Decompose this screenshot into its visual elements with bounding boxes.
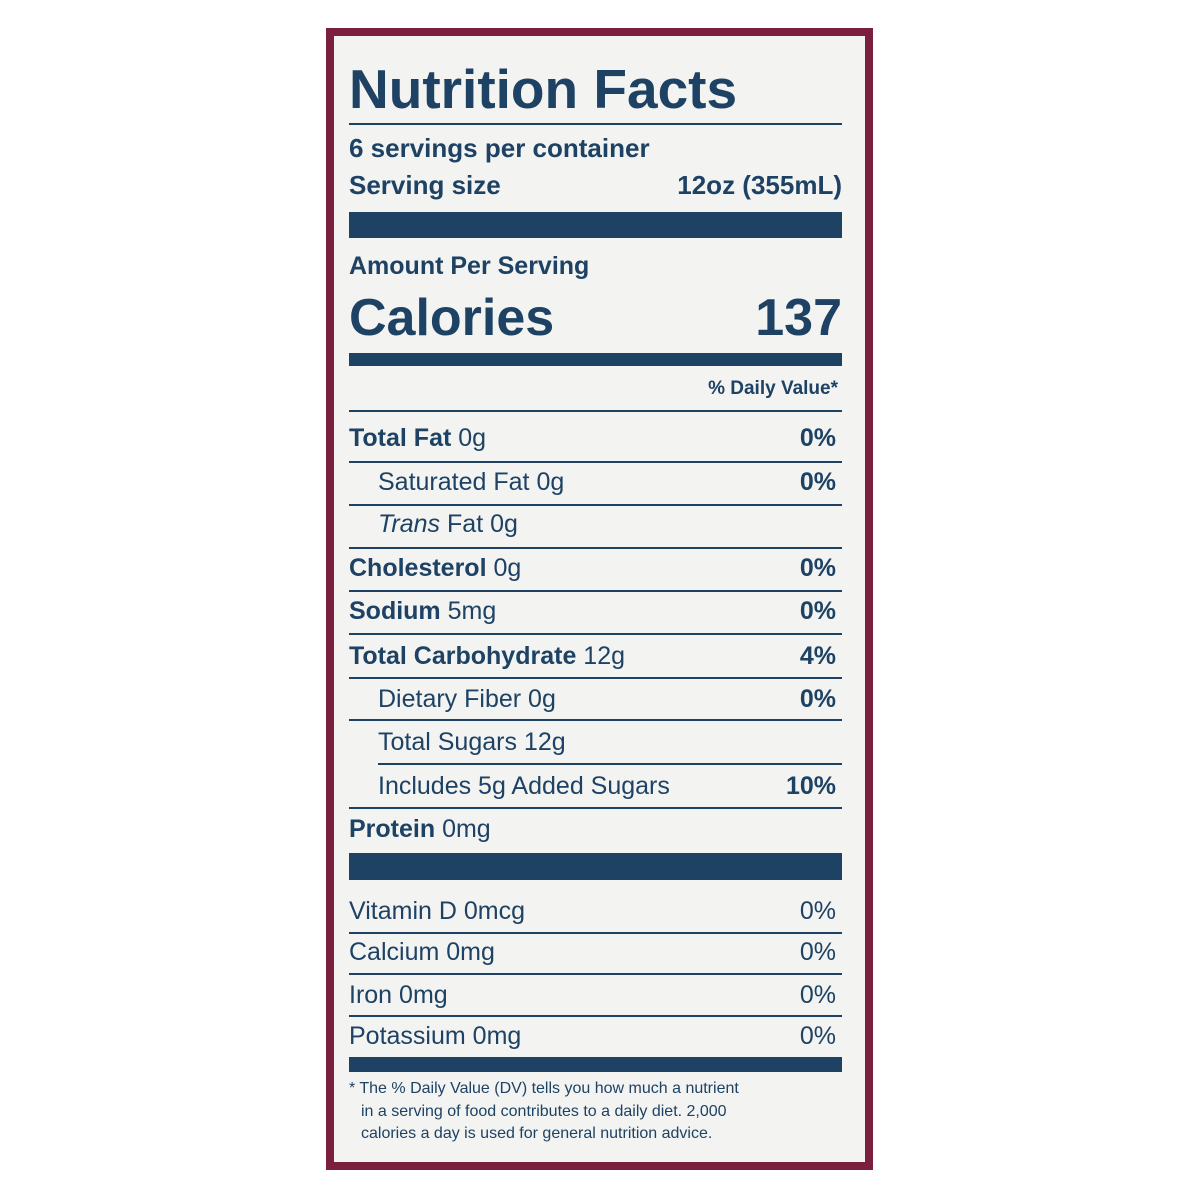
nutrient-row: Sodium 5mg 0% (349, 591, 836, 631)
rule (349, 1015, 842, 1017)
nutrient-name: Cholesterol (349, 554, 487, 582)
calories-value: 137 (755, 289, 842, 347)
nutrient-name: Total Sugars (378, 728, 517, 756)
vitamin-name: Iron (349, 981, 393, 1009)
nutrient-name: Saturated Fat (378, 468, 530, 496)
rule (349, 461, 842, 463)
vitamin-name: Potassium (349, 1022, 466, 1050)
nutrient-name: Dietary Fiber (378, 685, 522, 713)
vitamin-amount: 0mcg (463, 897, 526, 925)
nutrient-amount: 5mg (447, 597, 497, 625)
rule (349, 410, 842, 412)
servings: 6 servings per container (349, 133, 650, 163)
nutrient-row: Cholesterol 0g 0% (349, 548, 836, 588)
footnote: * The % Daily Value (DV) tells you how m… (349, 1078, 739, 1146)
nutrient-name: Total Fat (349, 424, 452, 452)
footnote-line: calories a day is used for general nutri… (361, 1125, 713, 1142)
nutrient-amount: 0mg (442, 815, 491, 843)
vitamin-name: Calcium (349, 938, 440, 966)
nutrient-row: Dietary Fiber 0g 0% (378, 679, 836, 719)
nutrient-amount: 0g (493, 554, 522, 582)
rule (349, 123, 842, 125)
serving-size-label: Serving size (349, 170, 501, 200)
nutrient-name: Sodium (349, 597, 441, 625)
nutrient-name: Protein (349, 815, 436, 843)
vitamin-dv: 0% (799, 897, 836, 925)
nutrient-row: Trans Fat 0g (378, 504, 836, 544)
vitamin-dv: 0% (799, 981, 836, 1009)
vitamin-row: Vitamin D 0mcg 0% (349, 891, 836, 931)
vitamin-dv: 0% (799, 1022, 836, 1050)
thick-bar (349, 212, 842, 238)
calories-label: Calories (349, 289, 555, 347)
vitamin-dv: 0% (799, 938, 836, 966)
nutrient-amount: 12g (523, 728, 566, 756)
nutrient-dv: 0% (799, 554, 836, 582)
vitamin-amount: 0mg (399, 981, 448, 1009)
rule (349, 973, 842, 975)
nutrient-amount: 0g (458, 424, 487, 452)
vitamin-row: Calcium 0mg 0% (349, 932, 836, 972)
nutrient-dv: 0% (799, 597, 836, 625)
nutrient-dv: 4% (799, 642, 836, 670)
vitamin-amount: 0mg (472, 1022, 522, 1050)
title: Nutrition Facts (349, 58, 738, 120)
nutrient-amount: 0g (536, 468, 565, 496)
nutrient-name: Total Carbohydrate (349, 642, 577, 670)
rule (349, 633, 842, 635)
footnote-line: * The % Daily Value (DV) tells you how m… (349, 1080, 739, 1097)
medium-bar (349, 353, 842, 366)
vitamin-row: Potassium 0mg 0% (349, 1016, 836, 1056)
rule (349, 677, 842, 679)
rule (349, 807, 842, 809)
rule (349, 932, 842, 934)
dv-header: % Daily Value* (708, 378, 838, 399)
nutrient-name-italic: Trans (378, 510, 441, 538)
nutrient-row: Total Carbohydrate 12g 4% (349, 636, 836, 676)
vitamin-amount: 0mg (446, 938, 495, 966)
nutrient-row: Protein 0mg (349, 809, 836, 849)
nutrient-row: Total Fat 0g 0% (349, 418, 836, 458)
nutrient-row: Includes 5g Added Sugars 10% (378, 766, 836, 806)
nutrient-amount: 0g (528, 685, 556, 713)
nutrient-dv: 0% (799, 424, 836, 452)
nutrient-name: Fat (447, 510, 484, 538)
footnote-line: in a serving of food contributes to a da… (361, 1102, 727, 1120)
nutrient-name: Includes 5g Added Sugars (378, 772, 670, 800)
nutrient-amount: 0g (490, 510, 518, 538)
nutrient-dv: 10% (785, 772, 836, 800)
nutrient-dv: 0% (799, 685, 836, 713)
rule (349, 590, 842, 592)
serving-size-value: 12oz (355mL) (677, 170, 842, 200)
rule (349, 504, 842, 506)
nutrient-row: Total Sugars 12g (378, 722, 836, 762)
nutrient-amount: 12g (583, 642, 626, 670)
medium-bar (349, 1057, 842, 1072)
nutrient-row: Saturated Fat 0g 0% (378, 462, 836, 502)
rule (378, 763, 842, 765)
vitamin-row: Iron 0mg 0% (349, 975, 836, 1015)
calories-row: Calories 137 (349, 288, 842, 348)
amount-per-serving: Amount Per Serving (349, 252, 590, 280)
nutrient-dv: 0% (799, 468, 836, 496)
serving-size-row: Serving size 12oz (355mL) (349, 165, 842, 205)
thick-bar (349, 853, 842, 880)
rule (349, 719, 842, 721)
vitamin-name: Vitamin D (349, 897, 457, 925)
rule (349, 547, 842, 549)
